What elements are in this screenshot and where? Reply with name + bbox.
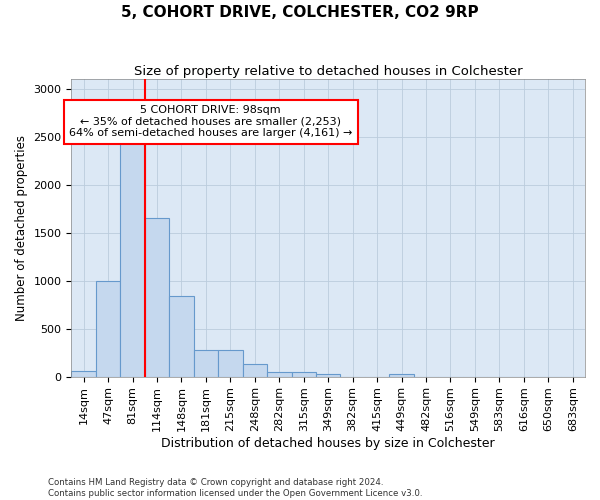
Bar xyxy=(145,218,169,376)
Bar xyxy=(389,374,414,376)
Bar xyxy=(121,140,145,376)
Bar xyxy=(194,350,218,376)
Title: Size of property relative to detached houses in Colchester: Size of property relative to detached ho… xyxy=(134,65,523,78)
Text: Contains HM Land Registry data © Crown copyright and database right 2024.
Contai: Contains HM Land Registry data © Crown c… xyxy=(48,478,422,498)
Bar xyxy=(96,280,121,376)
Bar xyxy=(292,372,316,376)
Bar xyxy=(169,296,194,376)
X-axis label: Distribution of detached houses by size in Colchester: Distribution of detached houses by size … xyxy=(161,437,495,450)
Text: 5 COHORT DRIVE: 98sqm
← 35% of detached houses are smaller (2,253)
64% of semi-d: 5 COHORT DRIVE: 98sqm ← 35% of detached … xyxy=(69,105,352,138)
Bar xyxy=(316,374,340,376)
Bar xyxy=(218,350,242,376)
Bar xyxy=(71,372,96,376)
Y-axis label: Number of detached properties: Number of detached properties xyxy=(15,135,28,321)
Bar xyxy=(267,372,292,376)
Text: 5, COHORT DRIVE, COLCHESTER, CO2 9RP: 5, COHORT DRIVE, COLCHESTER, CO2 9RP xyxy=(121,5,479,20)
Bar xyxy=(242,364,267,376)
